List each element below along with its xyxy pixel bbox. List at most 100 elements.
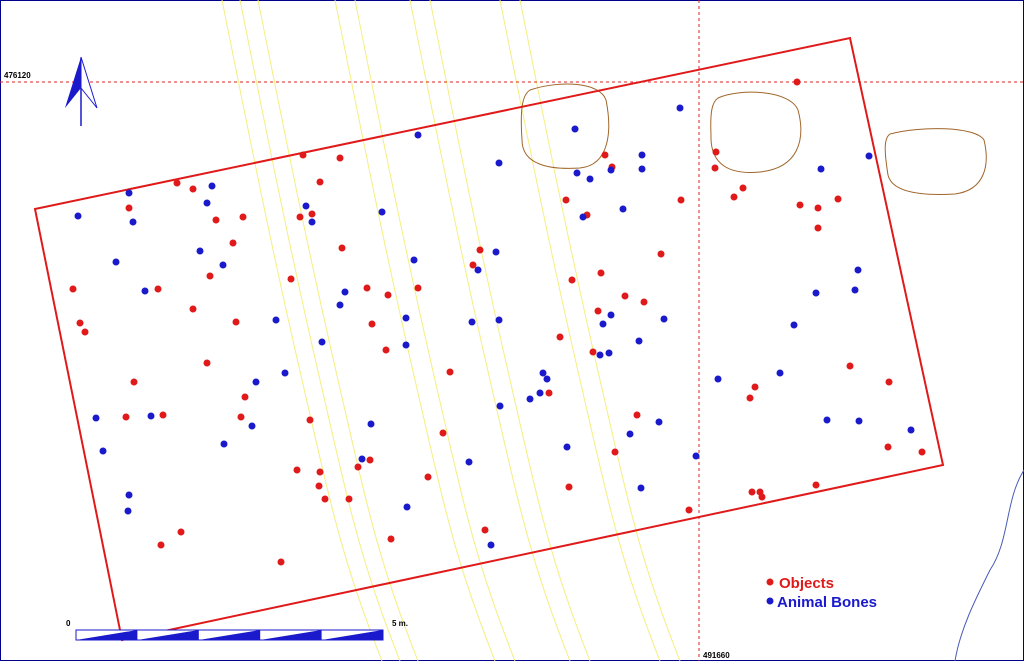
animal-bone-find [812, 289, 820, 297]
legend-label: Animal Bones [777, 594, 877, 611]
animal-bone-find [495, 316, 503, 324]
animal-bone-find [563, 443, 571, 451]
animal-bone-find [248, 422, 256, 430]
animal-bone-find [851, 286, 859, 294]
object-find [316, 178, 324, 186]
scale-bar-segment [321, 630, 383, 640]
animal-bone-find [692, 452, 700, 460]
animal-bone-find [817, 165, 825, 173]
object-find [363, 284, 371, 292]
animal-bone-find [605, 349, 613, 357]
contour-line [499, 0, 661, 661]
contour-line [429, 0, 591, 661]
stream-line [954, 469, 1024, 661]
object-find [711, 164, 719, 172]
object-find [159, 411, 167, 419]
object-find [69, 285, 77, 293]
object-find [338, 244, 346, 252]
object-find [189, 185, 197, 193]
animal-bone-find [526, 395, 534, 403]
north-arrow-head [80, 56, 98, 109]
object-find [439, 429, 447, 437]
animal-bone-find [125, 189, 133, 197]
contour-line [354, 0, 516, 661]
animal-bone-find [468, 318, 476, 326]
animal-bone-find [220, 440, 228, 448]
object-find [212, 216, 220, 224]
object-find [793, 78, 801, 86]
animal-bone-find [854, 266, 862, 274]
object-find [299, 151, 307, 159]
contour-line [257, 0, 419, 661]
object-find [739, 184, 747, 192]
animal-bone-find [487, 541, 495, 549]
animal-bone-find [536, 389, 544, 397]
object-find [814, 224, 822, 232]
object-find [366, 456, 374, 464]
animal-bone-find [403, 503, 411, 511]
object-find [189, 305, 197, 313]
animal-bone-find [414, 131, 422, 139]
object-find [368, 320, 376, 328]
contour-line [221, 0, 383, 661]
animal-bone-find [586, 175, 594, 183]
object-find [296, 213, 304, 221]
object-find [306, 416, 314, 424]
animal-bone-find [402, 341, 410, 349]
animal-bone-find [141, 287, 149, 295]
animal-bone-find [308, 218, 316, 226]
legend-label: Objects [779, 575, 834, 592]
object-find [287, 275, 295, 283]
object-find [157, 541, 165, 549]
animal-bone-find [539, 369, 547, 377]
object-find [746, 394, 754, 402]
animal-bone-find [318, 338, 326, 346]
contour-line [519, 0, 681, 661]
animal-bone-find [147, 412, 155, 420]
animal-bone-find [492, 248, 500, 256]
animal-bone-find [281, 369, 289, 377]
object-find [206, 272, 214, 280]
object-find [354, 463, 362, 471]
object-find [293, 466, 301, 474]
animal-bone-find [660, 315, 668, 323]
easting-label: 491660 [703, 651, 730, 660]
scale-bar-segment [260, 630, 322, 640]
object-find [834, 195, 842, 203]
north-arrow [65, 56, 98, 126]
object-find [918, 448, 926, 456]
animal-bone-find [124, 507, 132, 515]
object-find [173, 179, 181, 187]
feature-outline [884, 128, 987, 195]
scale-end: 5 m. [392, 619, 408, 628]
object-find [597, 269, 605, 277]
animal-bone-find [219, 261, 227, 269]
legend-swatch [766, 578, 774, 586]
object-find [382, 346, 390, 354]
animal-bone-find [496, 402, 504, 410]
scale-bar-segment [76, 630, 138, 640]
object-find [414, 284, 422, 292]
animal-bone-find [302, 202, 310, 210]
animal-bone-find [341, 288, 349, 296]
animal-bone-find [676, 104, 684, 112]
object-find [130, 378, 138, 386]
object-find [469, 261, 477, 269]
legend-swatch [766, 597, 774, 605]
object-find [611, 448, 619, 456]
animal-bone-find [607, 311, 615, 319]
animal-bone-find [776, 369, 784, 377]
object-find [751, 383, 759, 391]
object-find [476, 246, 484, 254]
object-find [589, 348, 597, 356]
animal-bone-find [635, 337, 643, 345]
object-find [677, 196, 685, 204]
object-find [241, 393, 249, 401]
object-find [81, 328, 89, 336]
object-find [545, 389, 553, 397]
object-find [846, 362, 854, 370]
animal-bone-find [573, 169, 581, 177]
object-find [556, 333, 564, 341]
object-find [601, 151, 609, 159]
